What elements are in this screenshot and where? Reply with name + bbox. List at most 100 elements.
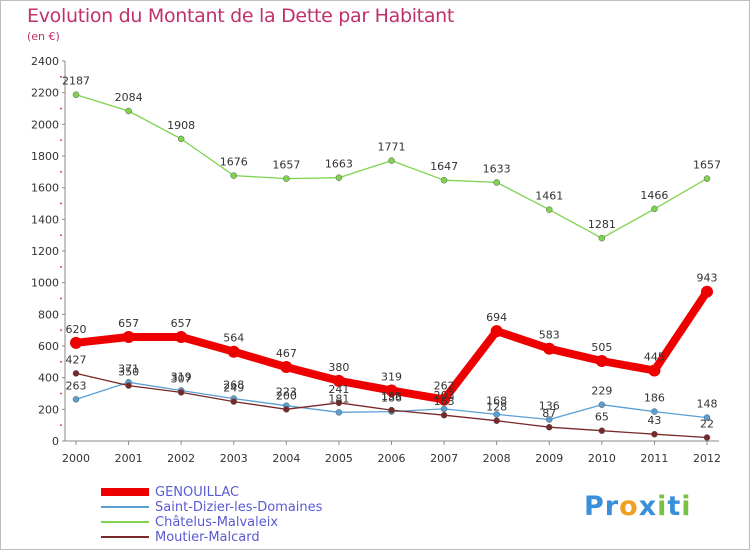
data-label: 249 xyxy=(223,382,244,395)
data-point xyxy=(546,423,553,431)
data-point xyxy=(648,364,661,377)
y-tick-label: 200 xyxy=(38,403,59,416)
legend-swatch xyxy=(101,488,149,496)
legend-item: GENOUILLAC xyxy=(101,485,361,500)
y-minor-tick xyxy=(60,297,62,300)
data-label: 1466 xyxy=(640,189,668,202)
data-point xyxy=(546,206,553,213)
data-label: 1657 xyxy=(693,159,721,172)
y-minor-tick xyxy=(60,202,62,205)
data-point xyxy=(651,205,658,213)
data-label: 427 xyxy=(66,353,87,366)
y-minor-tick xyxy=(60,170,62,173)
data-label: 262 xyxy=(434,380,455,393)
data-label: 1657 xyxy=(272,159,300,172)
x-tick-label: 2012 xyxy=(693,452,721,465)
y-minor-tick xyxy=(60,360,62,363)
logo-letter: i xyxy=(657,491,668,522)
data-point xyxy=(440,405,448,413)
data-label: 200 xyxy=(276,389,297,402)
series-line-ch-telus-malvaleix xyxy=(75,94,708,239)
data-label: 1633 xyxy=(483,162,511,175)
data-label: 186 xyxy=(644,392,665,405)
logo-letter: r xyxy=(604,491,620,522)
data-point xyxy=(122,330,135,343)
data-label: 505 xyxy=(591,341,612,354)
data-point xyxy=(598,427,606,434)
x-tick-label: 2011 xyxy=(640,452,668,465)
data-point xyxy=(440,411,448,419)
y-minor-tick xyxy=(60,424,62,427)
data-label: 1908 xyxy=(167,119,195,132)
data-point xyxy=(595,355,608,368)
data-label: 136 xyxy=(539,399,560,412)
data-label: 467 xyxy=(276,347,297,360)
y-tick-label: 1600 xyxy=(31,182,59,195)
data-label: 168 xyxy=(486,394,507,407)
data-point xyxy=(543,342,556,355)
data-label: 148 xyxy=(697,398,718,411)
data-label: 1647 xyxy=(430,160,458,173)
data-point xyxy=(335,174,343,181)
proxiti-logo: Proxiti xyxy=(584,491,692,522)
data-label: 319 xyxy=(171,370,192,383)
data-label: 2084 xyxy=(115,91,143,104)
data-point xyxy=(598,401,606,408)
x-tick-label: 2003 xyxy=(220,452,248,465)
data-point xyxy=(227,345,240,358)
data-point xyxy=(493,411,500,418)
y-minor-tick xyxy=(60,265,62,268)
data-point xyxy=(72,370,80,377)
logo-letter: o xyxy=(619,491,639,522)
y-minor-tick xyxy=(60,107,62,110)
legend-swatch xyxy=(101,521,149,523)
data-point xyxy=(493,179,500,186)
data-label: 268 xyxy=(223,379,244,392)
y-minor-tick xyxy=(60,75,62,78)
data-point xyxy=(70,336,82,349)
data-point xyxy=(280,361,293,374)
data-label: 195 xyxy=(381,390,402,403)
data-label: 1461 xyxy=(535,190,563,203)
legend-swatch xyxy=(101,536,149,538)
logo-letter: P xyxy=(584,491,605,522)
data-label: 657 xyxy=(118,317,139,330)
data-label: 694 xyxy=(486,311,507,324)
data-label: 445 xyxy=(644,351,665,364)
x-tick-label: 2008 xyxy=(483,452,511,465)
y-tick-label: 2000 xyxy=(31,118,59,131)
data-label: 128 xyxy=(486,401,507,414)
data-point xyxy=(440,176,448,184)
y-minor-tick xyxy=(60,234,62,237)
y-tick-label: 600 xyxy=(38,340,59,353)
logo-letter: t xyxy=(667,491,682,522)
data-label: 1676 xyxy=(220,156,248,169)
y-tick-label: 2200 xyxy=(31,87,59,100)
y-minor-tick xyxy=(60,139,62,142)
data-label: 307 xyxy=(171,372,192,385)
data-label: 657 xyxy=(171,317,192,330)
data-point xyxy=(125,107,132,115)
data-label: 350 xyxy=(118,366,139,379)
data-label: 1771 xyxy=(378,141,406,154)
legend-label: Saint-Dizier-les-Domaines xyxy=(155,500,323,515)
legend-label: Moutier-Malcard xyxy=(155,530,260,545)
data-point xyxy=(388,406,395,414)
y-tick-label: 1400 xyxy=(31,213,59,226)
x-tick-label: 2005 xyxy=(325,452,353,465)
data-point xyxy=(385,384,398,397)
y-tick-label: 1200 xyxy=(31,245,59,258)
x-tick-label: 2007 xyxy=(430,452,458,465)
data-label: 1281 xyxy=(588,218,616,231)
data-label: 229 xyxy=(591,385,612,398)
legend-label: Châtelus-Malvaleix xyxy=(155,515,279,530)
y-tick-label: 400 xyxy=(38,372,59,385)
data-point xyxy=(177,135,185,143)
data-label: 65 xyxy=(595,411,609,424)
legend-item: Moutier-Malcard xyxy=(101,530,361,545)
y-tick-label: 1800 xyxy=(31,150,59,163)
data-label: 241 xyxy=(328,383,349,396)
data-point xyxy=(598,234,606,242)
x-tick-label: 2009 xyxy=(535,452,563,465)
